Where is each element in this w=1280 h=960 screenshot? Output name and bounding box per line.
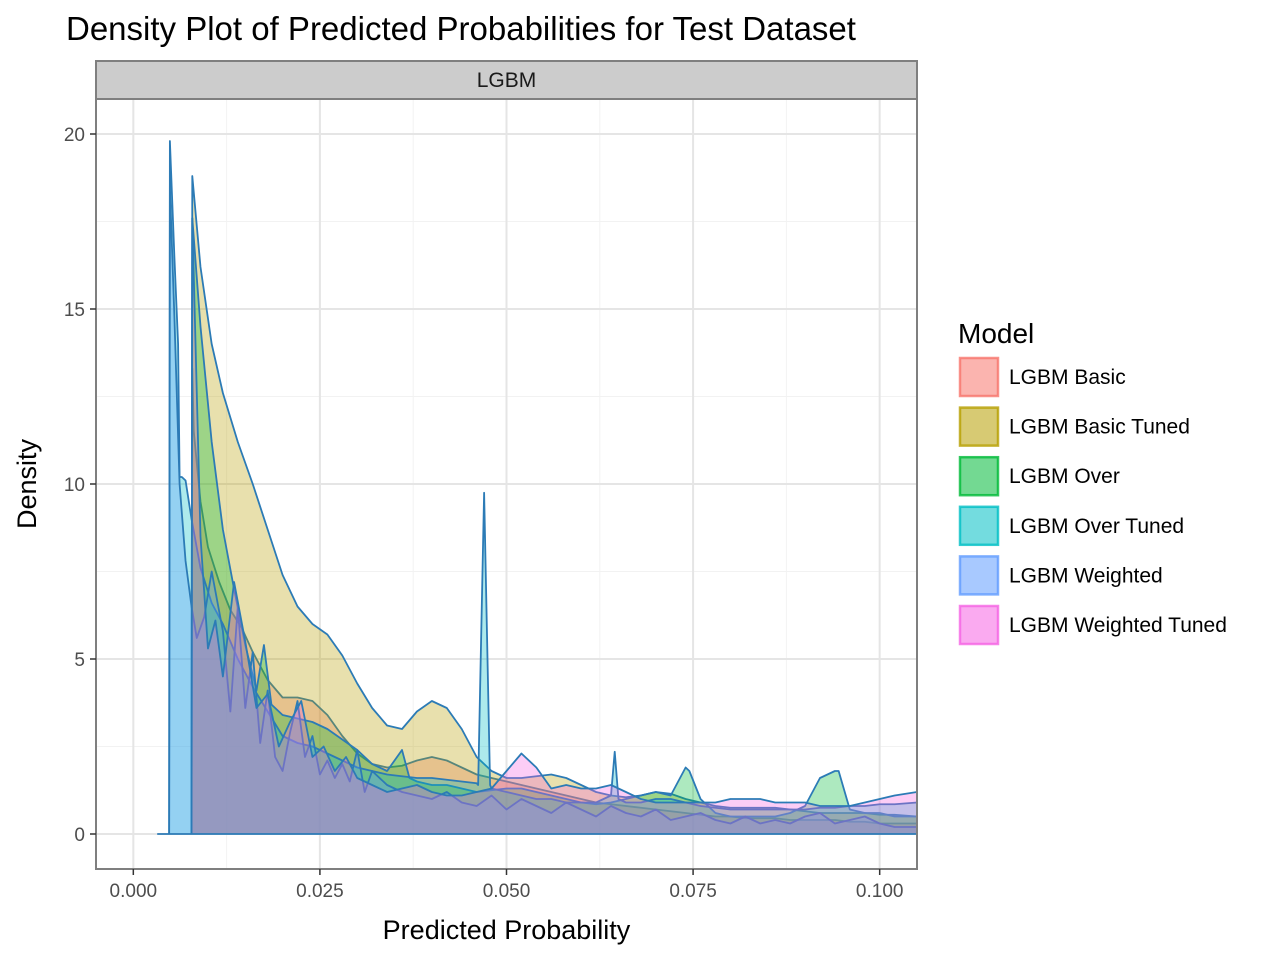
legend-title: Model bbox=[958, 318, 1034, 349]
legend-label-lgbm-over: LGBM Over bbox=[1009, 465, 1120, 488]
density-series-layer bbox=[157, 140, 917, 835]
x-axis-ticks: 0.000 0.025 0.050 0.075 0.100 bbox=[110, 869, 904, 902]
y-tick-label: 0 bbox=[74, 825, 85, 846]
legend-swatch-lgbm-weighted bbox=[958, 555, 1000, 596]
y-axis-title: Density bbox=[12, 438, 42, 529]
y-tick-label: 20 bbox=[64, 125, 85, 146]
x-tick-label: 0.075 bbox=[669, 881, 717, 902]
legend-swatch-lgbm-over bbox=[958, 455, 1000, 497]
legend-swatch-lgbm-basic-tuned bbox=[958, 406, 1000, 447]
x-tick-label: 0.050 bbox=[483, 881, 531, 902]
y-tick-label: 15 bbox=[64, 300, 85, 321]
y-axis-ticks: 0 5 10 15 20 bbox=[64, 125, 96, 846]
legend-swatch-lgbm-over-tuned bbox=[958, 505, 1000, 547]
y-tick-label: 10 bbox=[64, 475, 85, 496]
density-area-lgbm-over bbox=[191, 218, 917, 834]
legend-label-lgbm-basic-tuned: LGBM Basic Tuned bbox=[1009, 416, 1190, 439]
legend: Model LGBM Basic LGBM Basic Tuned LGBM Ove… bbox=[958, 318, 1227, 646]
legend-items: LGBM Basic LGBM Basic Tuned LGBM Over LGBM … bbox=[958, 356, 1227, 646]
density-area-lgbm-over-tuned bbox=[169, 141, 917, 834]
density-area-lgbm-weighted bbox=[169, 186, 917, 834]
major-gridlines bbox=[96, 99, 917, 869]
legend-label-lgbm-basic: LGBM Basic bbox=[1009, 366, 1126, 389]
density-line-lgbm-weighted-tuned bbox=[190, 217, 917, 835]
facet-strip-label: LGBM bbox=[477, 69, 537, 92]
density-area-lgbm-basic-tuned bbox=[191, 176, 917, 834]
x-tick-label: 0.000 bbox=[110, 881, 158, 902]
x-tick-label: 0.025 bbox=[296, 881, 344, 902]
density-area-lgbm-weighted-tuned bbox=[191, 218, 917, 834]
density-area-lgbm-basic bbox=[191, 368, 917, 834]
legend-label-lgbm-weighted: LGBM Weighted bbox=[1009, 564, 1163, 587]
legend-swatch-lgbm-weighted-tuned bbox=[958, 604, 1000, 646]
facet-strip bbox=[95, 60, 918, 100]
density-line-lgbm-over-tuned bbox=[168, 140, 917, 835]
density-line-lgbm-basic bbox=[190, 367, 917, 835]
x-tick-label: 0.100 bbox=[856, 881, 904, 902]
legend-label-lgbm-weighted-tuned: LGBM Weighted Tuned bbox=[1009, 614, 1227, 637]
legend-swatch-lgbm-basic bbox=[958, 356, 1000, 398]
density-line-lgbm-over bbox=[190, 217, 917, 835]
x-axis-title: Predicted Probability bbox=[383, 915, 631, 945]
y-tick-label: 5 bbox=[74, 650, 85, 671]
density-line-lgbm-weighted bbox=[168, 185, 917, 835]
legend-label-lgbm-over-tuned: LGBM Over Tuned bbox=[1009, 515, 1184, 538]
chart-title: Density Plot of Predicted Probabilities … bbox=[66, 10, 856, 47]
